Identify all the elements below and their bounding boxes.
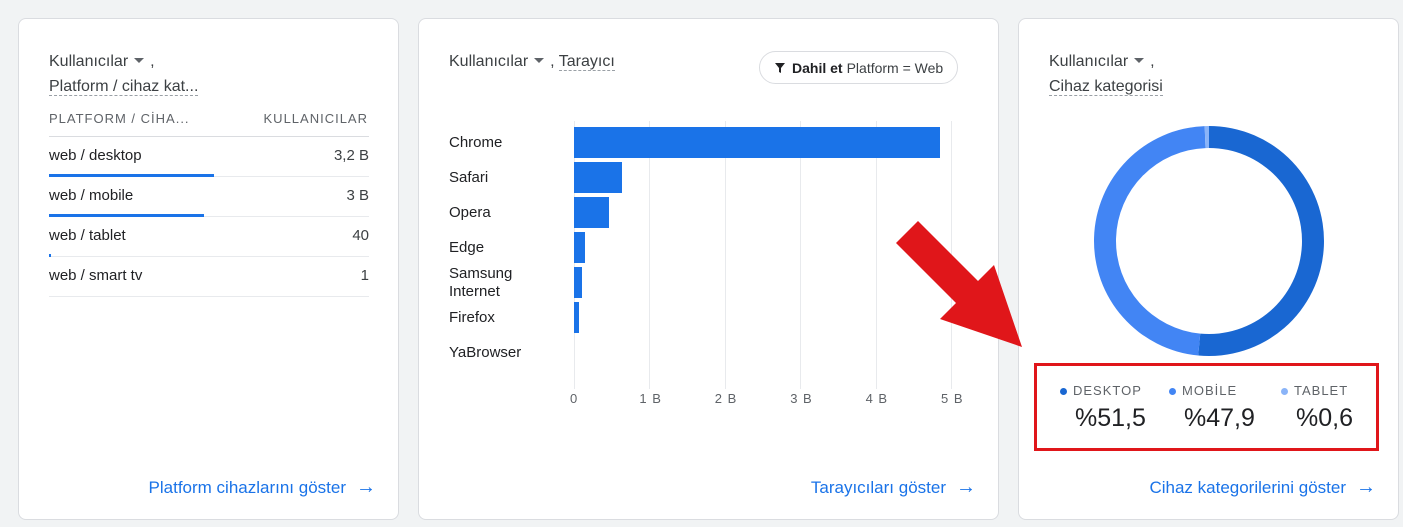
donut-slice[interactable] bbox=[1198, 126, 1325, 356]
gridline bbox=[724, 121, 726, 389]
category-label: Edge bbox=[449, 238, 485, 256]
table-row[interactable]: web / tablet 40 bbox=[49, 217, 369, 257]
caret-down-icon bbox=[1134, 58, 1145, 64]
gridline bbox=[800, 121, 802, 389]
arrow-right-icon: → bbox=[956, 476, 976, 498]
bar[interactable] bbox=[574, 232, 586, 263]
x-tick-label: 0 bbox=[570, 391, 579, 406]
card-title: Kullanıcılar, bbox=[1049, 49, 1155, 74]
link-label: Tarayıcıları göster bbox=[810, 477, 946, 497]
x-tick-label: 1 B bbox=[639, 391, 662, 406]
row-share-bar bbox=[49, 174, 214, 177]
filter-icon bbox=[775, 62, 785, 73]
metric-selector[interactable]: Kullanıcılar bbox=[1049, 53, 1150, 70]
bar[interactable] bbox=[574, 127, 940, 158]
highlight-box bbox=[1034, 363, 1379, 451]
legend-item: TABLET bbox=[1281, 383, 1348, 398]
row-share-bar bbox=[49, 254, 51, 257]
arrow-right-icon: → bbox=[356, 476, 376, 498]
donut-slice[interactable] bbox=[1204, 126, 1209, 149]
show-browsers-link[interactable]: Tarayıcıları göster → bbox=[811, 476, 976, 499]
device-category-card: Kullanıcılar, Cihaz kategorisi Cihaz kat… bbox=[1018, 18, 1399, 520]
platform-device-card: Kullanıcılar, Platform / cihaz kat... PL… bbox=[18, 18, 399, 520]
row-value: 1 bbox=[360, 267, 369, 284]
gridline bbox=[875, 121, 877, 389]
browser-card: Kullanıcılar, Tarayıcı Dahil et Platform… bbox=[418, 18, 999, 520]
dimension-label: Platform / cihaz kat... bbox=[49, 78, 199, 96]
legend-name: DESKTOP bbox=[1073, 383, 1142, 398]
row-share-bar bbox=[49, 214, 205, 217]
category-label: Opera bbox=[449, 203, 491, 221]
legend-value: %0,6 bbox=[1296, 404, 1353, 432]
card-title: Kullanıcılar, Tarayıcı bbox=[449, 49, 615, 74]
filter-condition: Platform = Web bbox=[846, 59, 944, 76]
bar[interactable] bbox=[574, 162, 622, 193]
link-label: Cihaz kategorilerini göster bbox=[1149, 477, 1346, 497]
column-header-users[interactable]: KULLANICILAR bbox=[263, 111, 368, 126]
filter-mode: Dahil et bbox=[792, 59, 843, 76]
gridline bbox=[649, 121, 651, 389]
title-comma: , bbox=[550, 53, 555, 70]
row-label: web / desktop bbox=[49, 147, 142, 164]
dimension-selector[interactable]: Tarayıcı bbox=[558, 53, 615, 71]
column-header-platform[interactable]: PLATFORM / CİHA... bbox=[49, 111, 190, 126]
row-value: 40 bbox=[352, 227, 369, 244]
row-value: 3 B bbox=[346, 187, 369, 204]
legend-name: TABLET bbox=[1294, 383, 1349, 398]
category-label: Chrome bbox=[449, 133, 503, 151]
header-divider bbox=[49, 136, 369, 137]
x-tick-label: 5 B bbox=[941, 391, 964, 406]
caret-down-icon bbox=[534, 58, 545, 64]
red-arrow-icon bbox=[896, 221, 1022, 347]
legend-item: DESKTOP bbox=[1060, 383, 1142, 398]
dimension-label: Cihaz kategorisi bbox=[1049, 78, 1163, 96]
legend-value: %51,5 bbox=[1075, 404, 1146, 432]
legend-dot-icon bbox=[1281, 388, 1288, 396]
metric-selector[interactable]: Kullanıcılar bbox=[449, 53, 550, 70]
row-label: web / smart tv bbox=[49, 267, 143, 284]
dimension-selector[interactable]: Cihaz kategorisi bbox=[1049, 74, 1163, 99]
arrow-right-icon: → bbox=[1356, 476, 1376, 498]
title-comma: , bbox=[1150, 53, 1155, 70]
card-title: Kullanıcılar, bbox=[49, 49, 155, 74]
category-label: YaBrowser bbox=[449, 343, 522, 361]
device-donut-chart bbox=[1094, 126, 1325, 356]
table-row[interactable]: web / mobile 3 B bbox=[49, 177, 369, 217]
table-row[interactable]: web / smart tv 1 bbox=[49, 257, 369, 297]
metric-selector[interactable]: Kullanıcılar bbox=[49, 53, 150, 70]
link-label: Platform cihazlarını göster bbox=[148, 477, 346, 497]
x-tick-label: 3 B bbox=[790, 391, 813, 406]
legend-dot-icon bbox=[1060, 388, 1067, 396]
donut-slice[interactable] bbox=[1094, 126, 1206, 356]
bar[interactable] bbox=[574, 267, 583, 298]
dimension-selector[interactable]: Platform / cihaz kat... bbox=[49, 74, 199, 99]
show-device-categories-link[interactable]: Cihaz kategorilerini göster → bbox=[1149, 476, 1376, 499]
table-row[interactable]: web / desktop 3,2 B bbox=[49, 137, 369, 177]
row-value: 3,2 B bbox=[333, 147, 369, 164]
row-label: web / tablet bbox=[49, 227, 126, 244]
legend-value: %47,9 bbox=[1184, 404, 1255, 432]
bar[interactable] bbox=[574, 302, 580, 333]
bar[interactable] bbox=[574, 197, 609, 228]
x-tick-label: 2 B bbox=[714, 391, 738, 406]
caret-down-icon bbox=[134, 58, 145, 64]
category-label: Safari bbox=[449, 168, 489, 186]
legend-dot-icon bbox=[1169, 388, 1176, 396]
category-label: Samsung Internet bbox=[449, 264, 513, 300]
show-platform-devices-link[interactable]: Platform cihazlarını göster → bbox=[149, 476, 376, 499]
legend-name: MOBİLE bbox=[1182, 383, 1238, 398]
category-label: Firefox bbox=[449, 308, 495, 326]
x-tick-label: 4 B bbox=[865, 391, 889, 406]
legend-item: MOBİLE bbox=[1169, 383, 1237, 398]
title-comma: , bbox=[150, 53, 155, 70]
filter-chip[interactable]: Dahil et Platform = Web bbox=[759, 51, 959, 84]
row-label: web / mobile bbox=[49, 187, 134, 204]
